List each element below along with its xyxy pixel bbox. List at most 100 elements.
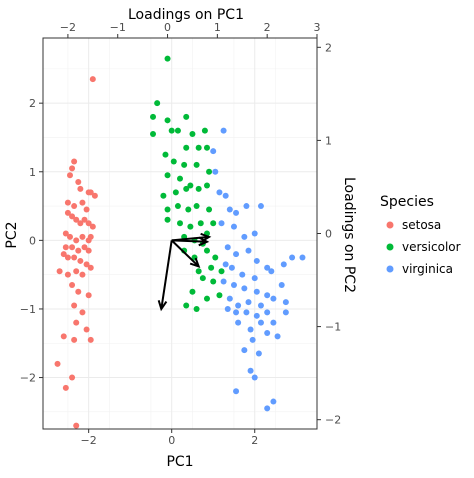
legend-title: Species: [380, 194, 434, 210]
point-versicolor: [216, 292, 223, 299]
point-versicolor: [203, 295, 210, 302]
point-versicolor: [193, 161, 200, 168]
point-setosa: [64, 271, 71, 278]
secondary-y-tick-label: −2: [325, 414, 341, 427]
point-versicolor: [168, 127, 175, 134]
point-virginica: [235, 319, 242, 326]
point-virginica: [222, 192, 229, 199]
point-virginica: [264, 329, 271, 336]
point-virginica: [249, 336, 256, 343]
point-setosa: [60, 251, 67, 258]
point-virginica: [278, 281, 285, 288]
point-versicolor: [208, 264, 215, 271]
point-setosa: [66, 233, 73, 240]
point-setosa: [73, 237, 80, 244]
point-setosa: [87, 233, 94, 240]
point-virginica: [241, 347, 248, 354]
point-virginica: [233, 388, 240, 395]
point-setosa: [73, 216, 80, 223]
legend-label-virginica: virginica: [402, 262, 453, 276]
secondary-y-tick-label: 2: [325, 41, 332, 54]
point-setosa: [77, 257, 84, 264]
legend-label-versicolor: versicolor: [402, 240, 461, 254]
point-virginica: [210, 148, 217, 155]
panel-background: [43, 38, 317, 429]
point-versicolor: [212, 254, 219, 261]
point-virginica: [264, 292, 271, 299]
point-setosa: [77, 185, 84, 192]
secondary-x-tick-label: −2: [60, 21, 76, 34]
point-setosa: [81, 244, 88, 251]
y-axis-title: PC2: [4, 221, 20, 248]
point-setosa: [81, 216, 88, 223]
point-virginica: [257, 302, 264, 309]
point-setosa: [62, 230, 69, 237]
point-virginica: [241, 233, 248, 240]
point-setosa: [91, 192, 98, 199]
point-versicolor: [195, 185, 202, 192]
point-virginica: [241, 285, 248, 292]
legend-key-versicolor: [386, 243, 394, 251]
point-setosa: [79, 271, 86, 278]
data-points: [54, 55, 306, 429]
point-virginica: [220, 127, 227, 134]
legend-key-virginica: [386, 265, 394, 273]
point-versicolor: [162, 151, 169, 158]
point-virginica: [257, 319, 264, 326]
point-virginica: [264, 309, 271, 316]
loading-arrowhead-3: [198, 236, 210, 247]
point-virginica: [228, 264, 235, 271]
point-versicolor: [164, 216, 171, 223]
point-setosa: [60, 333, 67, 340]
point-setosa: [73, 319, 80, 326]
point-versicolor: [195, 268, 202, 275]
loading-arrowhead-1: [157, 300, 168, 312]
point-versicolor: [187, 223, 194, 230]
point-virginica: [243, 203, 250, 210]
point-virginica: [257, 203, 264, 210]
point-virginica: [235, 302, 242, 309]
point-virginica: [289, 254, 296, 261]
point-virginica: [245, 247, 252, 254]
point-setosa: [73, 422, 80, 429]
secondary-x-axis-title: Loadings on PC1: [128, 7, 244, 23]
point-virginica: [280, 261, 287, 268]
point-setosa: [79, 309, 86, 316]
x-tick-label: 2: [251, 434, 258, 447]
point-virginica: [218, 220, 225, 227]
point-versicolor: [206, 206, 213, 213]
point-versicolor: [183, 144, 190, 151]
point-virginica: [268, 268, 275, 275]
point-versicolor: [185, 206, 192, 213]
point-setosa: [64, 199, 71, 206]
point-versicolor: [177, 175, 183, 182]
point-versicolor: [164, 117, 171, 124]
y-tick-label: 2: [29, 97, 36, 110]
point-versicolor: [150, 113, 157, 120]
point-setosa: [87, 264, 94, 271]
point-setosa: [64, 209, 71, 216]
point-versicolor: [183, 302, 190, 309]
y-tick-label: −2: [20, 372, 36, 385]
point-virginica: [222, 261, 229, 268]
point-virginica: [270, 398, 277, 405]
point-versicolor: [164, 55, 171, 62]
point-virginica: [251, 275, 258, 282]
point-setosa: [71, 302, 78, 309]
point-virginica: [226, 206, 233, 213]
secondary-x-tick-label: 0: [164, 21, 171, 34]
point-setosa: [73, 268, 80, 275]
point-virginica: [270, 319, 277, 326]
point-setosa: [89, 76, 96, 83]
secondary-y-tick-label: −1: [325, 321, 341, 334]
point-versicolor: [172, 189, 179, 196]
point-versicolor: [164, 172, 171, 179]
point-versicolor: [193, 305, 200, 312]
point-versicolor: [210, 278, 217, 285]
y-tick-label: 1: [29, 166, 36, 179]
point-virginica: [253, 288, 260, 295]
point-versicolor: [174, 127, 181, 134]
point-versicolor: [206, 168, 213, 175]
point-virginica: [233, 209, 240, 216]
